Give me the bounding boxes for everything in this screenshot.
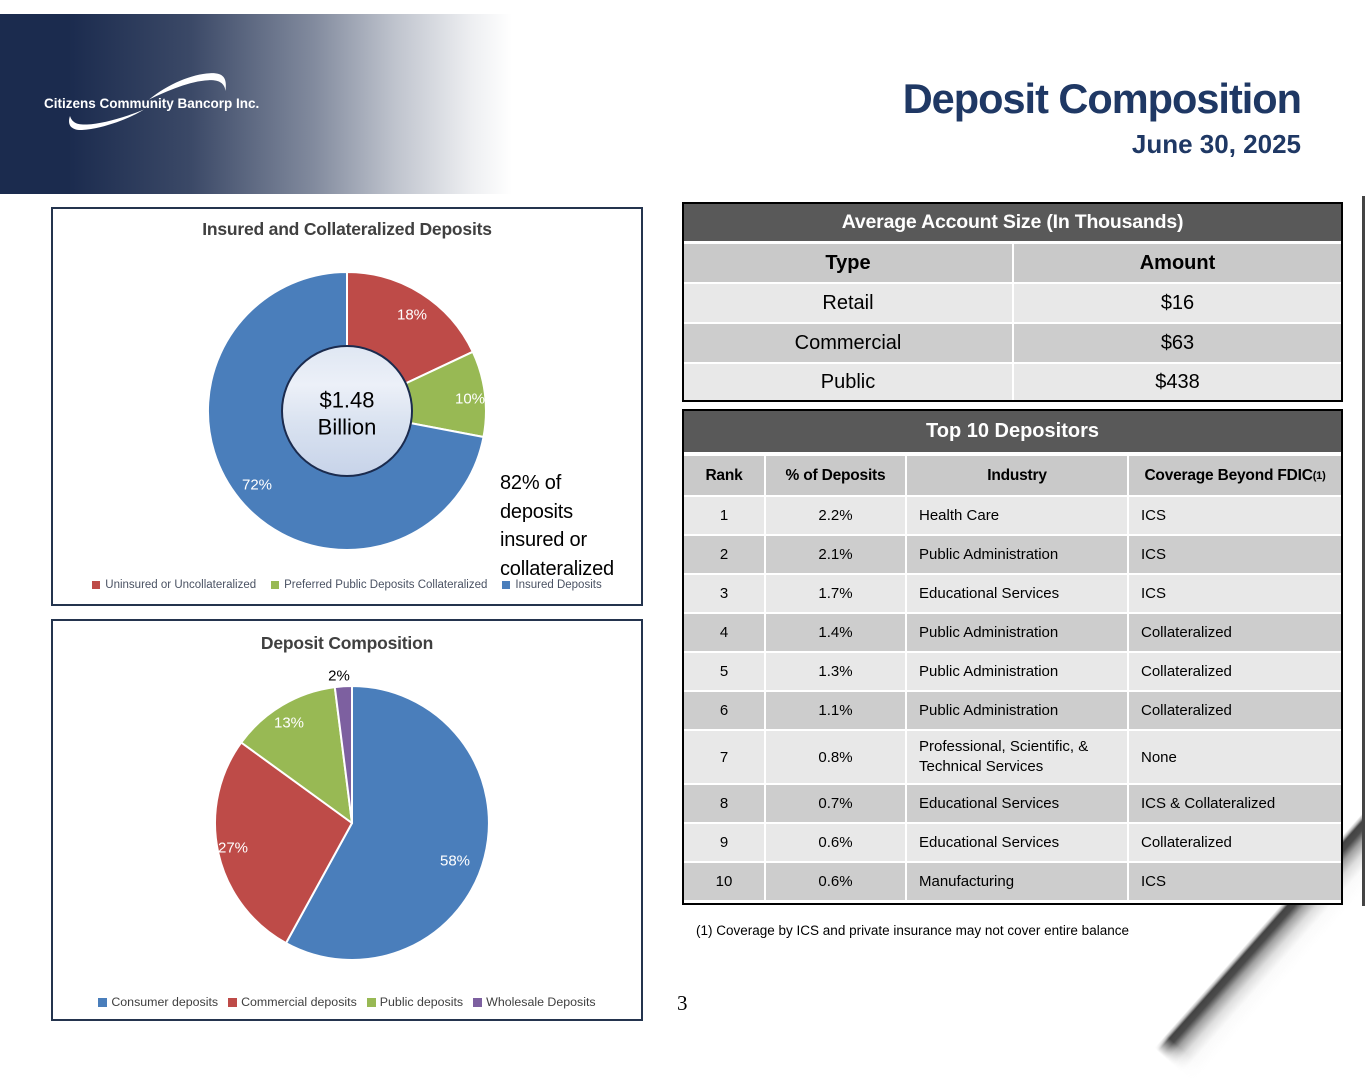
svg-text:Citizens Community Bancorp Inc: Citizens Community Bancorp Inc. — [44, 96, 259, 111]
